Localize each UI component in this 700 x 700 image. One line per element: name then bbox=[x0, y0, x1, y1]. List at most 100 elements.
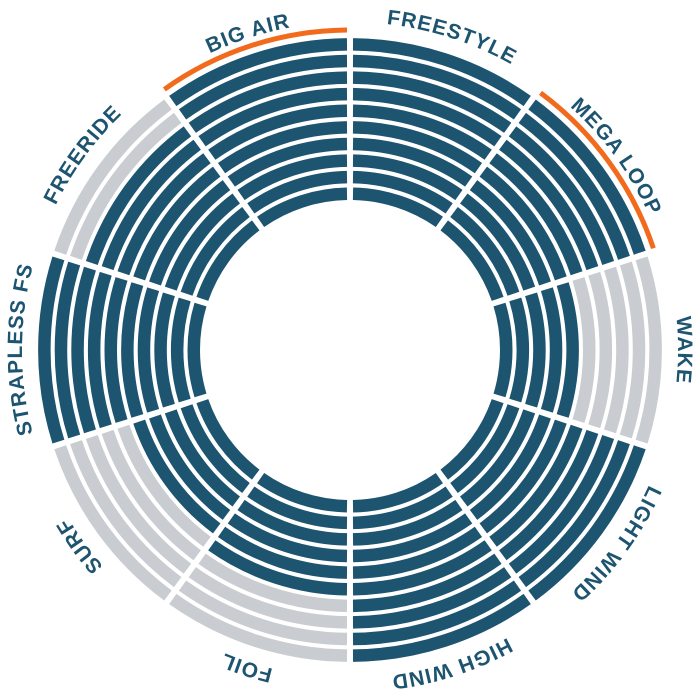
rating-ring bbox=[198, 87, 348, 147]
rating-ring bbox=[352, 54, 522, 120]
rating-ring bbox=[196, 220, 260, 302]
rating-ring bbox=[352, 580, 522, 646]
rating-ring bbox=[188, 71, 348, 133]
rating-ring bbox=[54, 261, 81, 439]
rating-ring bbox=[137, 287, 160, 413]
empty-ring bbox=[588, 271, 613, 429]
rating-ring bbox=[352, 567, 512, 629]
rating-ring bbox=[187, 302, 207, 398]
rating-ring bbox=[217, 526, 348, 579]
empty-ring bbox=[85, 435, 192, 574]
rating-ring bbox=[180, 404, 250, 494]
rating-ring bbox=[178, 54, 348, 120]
rating-ring bbox=[540, 287, 563, 413]
empty-ring bbox=[169, 593, 348, 662]
rating-ring bbox=[518, 112, 630, 260]
rating-ring bbox=[352, 38, 531, 107]
empty-ring bbox=[604, 266, 629, 434]
empty-ring bbox=[101, 429, 201, 561]
rating-ring bbox=[196, 398, 260, 480]
rating-ring bbox=[85, 126, 192, 265]
rating-ring bbox=[101, 139, 201, 271]
category-label-text: FOIL bbox=[217, 648, 273, 686]
rating-ring bbox=[479, 419, 567, 534]
rating-ring bbox=[499, 429, 599, 561]
rating-ring bbox=[499, 139, 599, 271]
rating-ring bbox=[352, 499, 463, 546]
rating-ring bbox=[508, 435, 615, 574]
rating-ring bbox=[164, 193, 241, 291]
rating-ring bbox=[352, 71, 512, 133]
category-label-text: STRAPLESS FS bbox=[4, 261, 37, 438]
rating-ring bbox=[170, 297, 191, 403]
highlight-arc bbox=[162, 27, 348, 92]
rating-ring bbox=[71, 266, 96, 434]
rating-ring bbox=[479, 166, 567, 281]
empty-ring bbox=[178, 580, 348, 646]
rating-ring bbox=[352, 593, 531, 662]
rating-ring bbox=[352, 121, 483, 174]
rating-ring bbox=[509, 297, 530, 403]
rating-ring bbox=[450, 206, 520, 296]
empty-ring bbox=[635, 256, 662, 444]
rating-ring bbox=[493, 302, 513, 398]
rating-ring bbox=[352, 513, 473, 563]
rating-ring bbox=[489, 153, 583, 276]
rating-ring bbox=[459, 193, 536, 291]
empty-ring bbox=[70, 112, 182, 260]
rating-ring bbox=[528, 445, 646, 601]
rating-ring bbox=[247, 486, 348, 530]
highlight-arc bbox=[539, 90, 656, 250]
rating-ring bbox=[352, 540, 492, 596]
rating-ring bbox=[227, 513, 348, 563]
rating-ring bbox=[352, 170, 453, 214]
rating-ring bbox=[208, 540, 348, 596]
rating-ring bbox=[257, 187, 348, 228]
rating-ring bbox=[508, 126, 615, 265]
rating-ring bbox=[208, 104, 348, 160]
rating-ring bbox=[104, 277, 128, 423]
rating-ring bbox=[38, 256, 65, 444]
rating-ring bbox=[440, 398, 504, 480]
rating-ring bbox=[169, 38, 348, 107]
rating-ring bbox=[133, 166, 221, 281]
empty-ring bbox=[117, 424, 211, 547]
rating-ring bbox=[518, 440, 630, 588]
rating-ring bbox=[469, 414, 551, 520]
rating-ring bbox=[469, 180, 551, 286]
rating-ring bbox=[352, 553, 502, 613]
rating-ring bbox=[450, 404, 520, 494]
rating-ring bbox=[180, 206, 250, 296]
empty-ring bbox=[70, 440, 182, 588]
rating-ring bbox=[440, 220, 504, 302]
empty-ring bbox=[619, 261, 646, 439]
empty-ring bbox=[198, 553, 348, 613]
empty-ring bbox=[188, 567, 348, 629]
rating-ring bbox=[237, 154, 348, 201]
rating-ring bbox=[489, 424, 583, 547]
empty-ring bbox=[54, 99, 172, 255]
rating-ring bbox=[133, 419, 221, 534]
rating-ring bbox=[227, 137, 348, 187]
rating-ring bbox=[352, 526, 483, 579]
empty-ring bbox=[54, 445, 172, 601]
rating-ring bbox=[237, 499, 348, 546]
rating-ring bbox=[352, 472, 443, 513]
category-label-text: WAKE bbox=[671, 316, 695, 386]
rating-ring bbox=[149, 180, 231, 286]
rating-ring bbox=[352, 187, 443, 228]
rating-ring bbox=[352, 154, 463, 201]
category-label: STRAPLESS FS bbox=[4, 261, 38, 438]
rating-ring bbox=[525, 292, 546, 408]
rating-ring bbox=[352, 87, 502, 147]
rating-ring bbox=[247, 170, 348, 214]
rating-ring bbox=[352, 137, 473, 187]
rating-ring bbox=[87, 271, 112, 429]
rating-ring bbox=[556, 282, 579, 418]
rating-ring bbox=[149, 414, 231, 520]
category-label: FOIL bbox=[217, 648, 274, 686]
rating-ring bbox=[117, 153, 211, 276]
rating-ring bbox=[352, 486, 453, 530]
